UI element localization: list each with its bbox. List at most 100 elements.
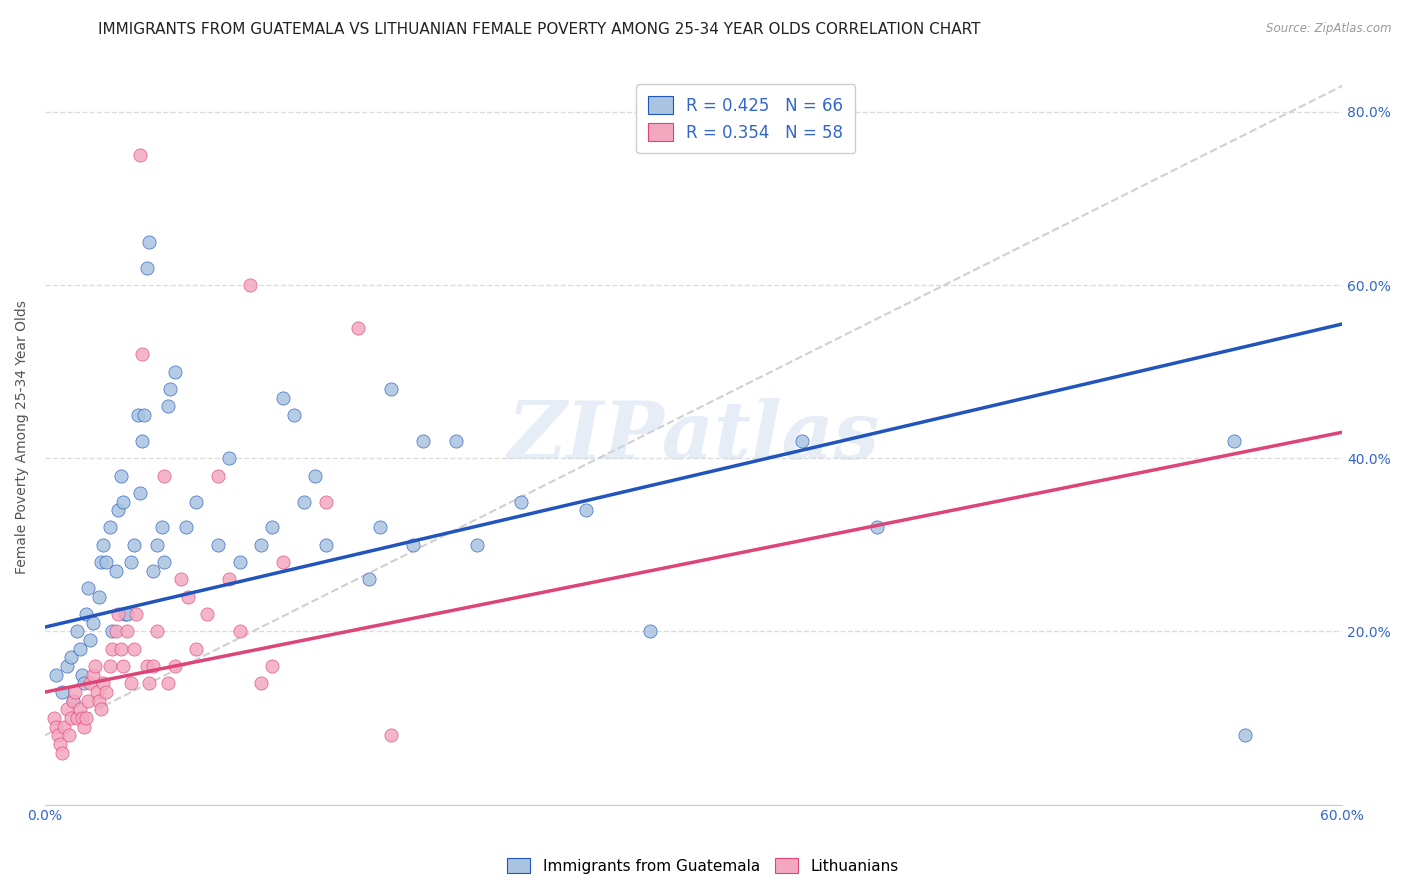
Point bbox=[380, 728, 402, 742]
Point bbox=[401, 538, 423, 552]
Point bbox=[110, 468, 132, 483]
Point bbox=[79, 676, 101, 690]
Point bbox=[59, 650, 82, 665]
Point bbox=[509, 494, 531, 508]
Point bbox=[70, 667, 93, 681]
Point bbox=[55, 702, 77, 716]
Point bbox=[294, 494, 316, 508]
Point bbox=[283, 408, 305, 422]
Point bbox=[412, 434, 434, 448]
Point bbox=[359, 573, 381, 587]
Point bbox=[77, 581, 100, 595]
Point bbox=[207, 468, 229, 483]
Point bbox=[82, 615, 104, 630]
Point bbox=[159, 382, 181, 396]
Point bbox=[138, 676, 160, 690]
Point bbox=[163, 659, 186, 673]
Point bbox=[150, 520, 173, 534]
Text: ZIPatlas: ZIPatlas bbox=[508, 398, 880, 475]
Point bbox=[574, 503, 596, 517]
Point bbox=[271, 555, 294, 569]
Point bbox=[45, 720, 67, 734]
Legend: Immigrants from Guatemala, Lithuanians: Immigrants from Guatemala, Lithuanians bbox=[502, 852, 904, 880]
Point bbox=[120, 676, 142, 690]
Point bbox=[186, 494, 208, 508]
Point bbox=[467, 538, 489, 552]
Point bbox=[163, 365, 186, 379]
Point bbox=[86, 685, 108, 699]
Point bbox=[135, 659, 157, 673]
Point bbox=[122, 641, 145, 656]
Point bbox=[87, 590, 110, 604]
Point bbox=[134, 408, 156, 422]
Point bbox=[142, 564, 165, 578]
Point bbox=[315, 538, 337, 552]
Point bbox=[207, 538, 229, 552]
Point bbox=[347, 321, 370, 335]
Point bbox=[195, 607, 218, 621]
Point bbox=[55, 659, 77, 673]
Point bbox=[250, 676, 273, 690]
Point bbox=[127, 408, 149, 422]
Point bbox=[129, 486, 152, 500]
Point bbox=[228, 624, 250, 639]
Point bbox=[49, 737, 72, 751]
Point bbox=[260, 659, 283, 673]
Point bbox=[153, 555, 176, 569]
Point bbox=[90, 702, 112, 716]
Point bbox=[239, 278, 262, 293]
Point bbox=[368, 520, 391, 534]
Point bbox=[444, 434, 467, 448]
Point bbox=[73, 720, 96, 734]
Point bbox=[73, 676, 96, 690]
Point bbox=[1223, 434, 1246, 448]
Point bbox=[93, 676, 115, 690]
Point bbox=[250, 538, 273, 552]
Point bbox=[66, 711, 89, 725]
Point bbox=[107, 503, 129, 517]
Point bbox=[70, 711, 93, 725]
Point bbox=[218, 573, 240, 587]
Point bbox=[271, 391, 294, 405]
Point bbox=[105, 624, 128, 639]
Point bbox=[129, 148, 152, 162]
Point bbox=[46, 728, 69, 742]
Point bbox=[228, 555, 250, 569]
Point bbox=[53, 720, 76, 734]
Point bbox=[114, 607, 136, 621]
Point bbox=[93, 538, 115, 552]
Point bbox=[260, 520, 283, 534]
Point bbox=[51, 746, 73, 760]
Point bbox=[62, 694, 84, 708]
Point bbox=[304, 468, 326, 483]
Point bbox=[111, 494, 134, 508]
Point bbox=[170, 573, 193, 587]
Text: Source: ZipAtlas.com: Source: ZipAtlas.com bbox=[1267, 22, 1392, 36]
Point bbox=[125, 607, 148, 621]
Point bbox=[138, 235, 160, 249]
Point bbox=[153, 468, 176, 483]
Point bbox=[110, 641, 132, 656]
Point bbox=[120, 555, 142, 569]
Point bbox=[131, 434, 153, 448]
Point bbox=[98, 520, 121, 534]
Point bbox=[157, 676, 180, 690]
Point bbox=[157, 399, 180, 413]
Point bbox=[87, 694, 110, 708]
Point bbox=[380, 382, 402, 396]
Point bbox=[640, 624, 662, 639]
Point bbox=[45, 667, 67, 681]
Point bbox=[42, 711, 65, 725]
Point bbox=[69, 702, 91, 716]
Point bbox=[122, 538, 145, 552]
Point bbox=[790, 434, 813, 448]
Point bbox=[115, 607, 138, 621]
Point bbox=[69, 641, 91, 656]
Point bbox=[62, 694, 84, 708]
Point bbox=[66, 624, 89, 639]
Point bbox=[105, 564, 128, 578]
Point bbox=[75, 607, 97, 621]
Point bbox=[58, 728, 80, 742]
Point bbox=[146, 624, 169, 639]
Point bbox=[59, 711, 82, 725]
